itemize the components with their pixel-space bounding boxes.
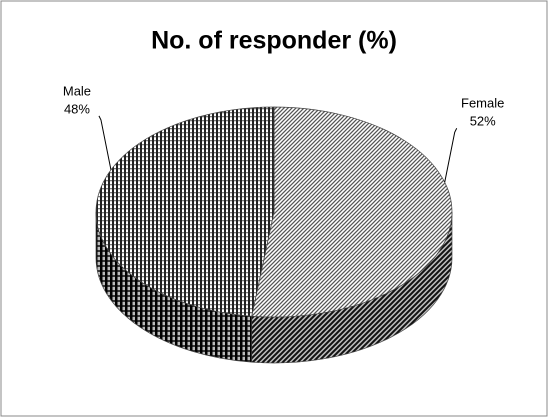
data-label-category: Male	[63, 83, 91, 98]
slice	[95, 106, 275, 317]
slice	[251, 106, 453, 318]
leader-line	[98, 115, 112, 170]
data-label-value: 52%	[470, 114, 496, 129]
leader-line	[444, 128, 458, 183]
data-label-value: 48%	[64, 101, 90, 116]
chart-title: No. of responder (%)	[151, 27, 397, 55]
data-label-category: Female	[461, 96, 504, 111]
